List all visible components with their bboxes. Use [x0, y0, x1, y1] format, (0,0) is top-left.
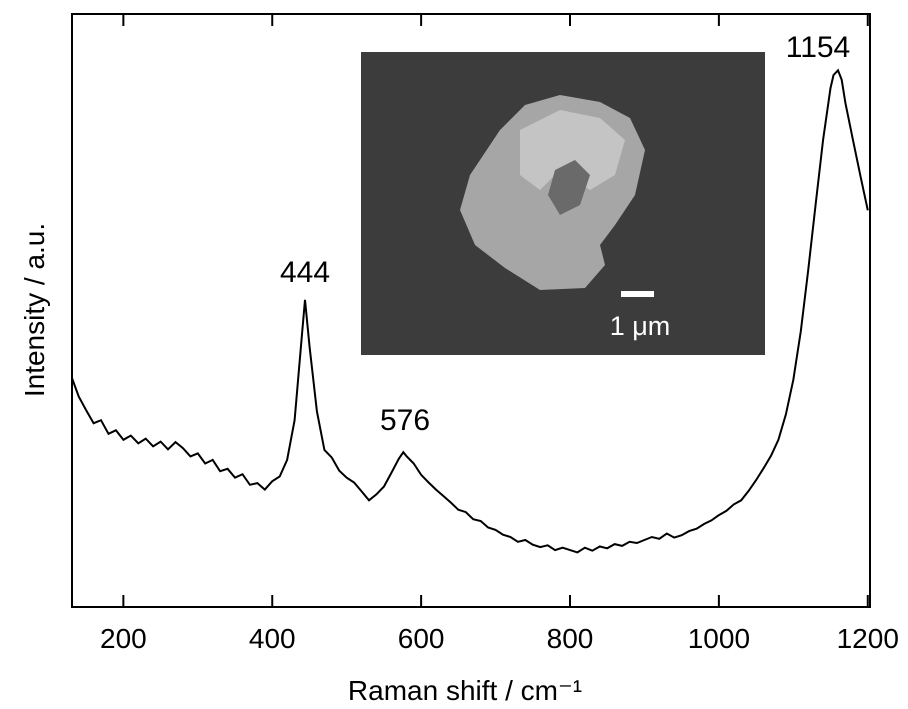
scale-label: 1 μm	[610, 311, 671, 341]
scale-bar	[621, 291, 654, 297]
plot-frame	[71, 13, 871, 608]
peak-label: 576	[380, 404, 430, 437]
x-tick-label: 1200	[837, 623, 899, 654]
particle-shadow	[548, 160, 590, 215]
x-tick-label: 600	[398, 623, 445, 654]
x-axis-label: Raman shift / cm⁻¹	[348, 675, 582, 706]
inset-image: 1 μm	[361, 52, 765, 355]
y-axis-label: Intensity / a.u.	[19, 223, 50, 397]
peak-label: 444	[280, 256, 330, 289]
particle-highlight	[520, 110, 625, 190]
x-tick-label: 1000	[688, 623, 750, 654]
x-tick-label: 800	[547, 623, 594, 654]
x-tick-label: 200	[100, 623, 147, 654]
spectrum-line	[71, 68, 869, 554]
peak-label: 1154	[786, 31, 851, 64]
x-tick-label: 400	[249, 623, 296, 654]
